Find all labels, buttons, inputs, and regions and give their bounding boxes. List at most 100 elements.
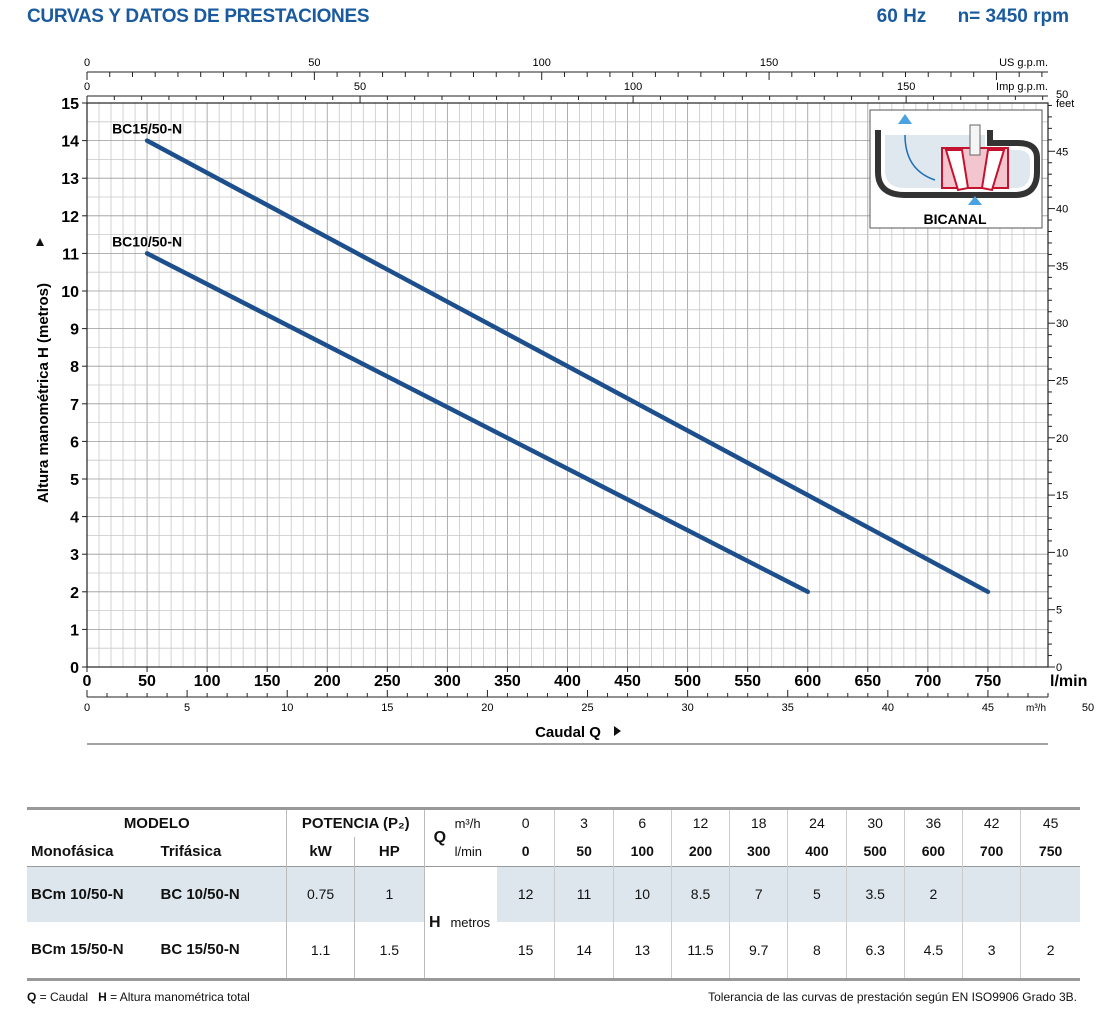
series-line-2	[144, 251, 810, 595]
m3h-tick-label: 25	[581, 702, 593, 714]
m3h-tick-label: 0	[84, 702, 90, 714]
m3h-tick-label: 40	[882, 702, 894, 714]
row1-h7: 2	[903, 866, 963, 922]
m3h-unit-label: m³/h	[1026, 703, 1046, 714]
monofasica-header: Monofásica	[31, 842, 114, 860]
x-tick-label: 550	[734, 673, 761, 690]
y-axis-arrow-icon	[36, 238, 44, 246]
footer-tolerance: Tolerancia de las curvas de prestación s…	[708, 990, 1077, 1004]
series-label-2: BC10/50-N	[112, 233, 182, 249]
potencia-header: POTENCIA (P₂)	[286, 808, 425, 837]
usgpm-tick-label: 0	[84, 57, 90, 69]
y-tick-label: 5	[70, 472, 79, 489]
m3h-5: 24	[787, 808, 847, 837]
x-tick-label: 600	[794, 673, 821, 690]
x-tick-label: 100	[194, 673, 221, 690]
row1-h0: 12	[517, 886, 534, 903]
y-tick-label: 11	[62, 246, 79, 263]
row2-h7: 4.5	[903, 921, 963, 980]
chart-series	[144, 138, 991, 595]
chart-labels: BC15/50-N BC10/50-N	[112, 121, 182, 250]
feet-tick-label: 50	[1056, 89, 1068, 101]
y-tick-label: 2	[70, 585, 79, 602]
y-tick-label: 15	[61, 96, 79, 113]
impgpm-tick-label: 0	[84, 81, 90, 93]
q-header: Q	[423, 808, 455, 867]
x-tick-label: 50	[138, 673, 156, 690]
inset-label: BICANAL	[924, 211, 987, 227]
row1-h6: 3.5	[845, 866, 905, 922]
y-tick-label: 13	[61, 171, 79, 188]
x-tick-label: 400	[554, 673, 581, 690]
usgpm-unit-label: US g.p.m.	[999, 57, 1048, 69]
impgpm-tick-label: 100	[624, 81, 642, 93]
lmin-3: 200	[670, 836, 730, 867]
m3h-7: 36	[903, 808, 963, 837]
lmin-7: 600	[903, 836, 963, 867]
series-line-1	[144, 138, 991, 595]
inset-bicanal: BICANAL	[869, 109, 1043, 229]
lmin-0: 0	[521, 843, 530, 860]
m3h-0: 0	[521, 815, 530, 832]
feet-tick-label: 25	[1056, 375, 1068, 387]
x-axis-arrow-icon	[614, 726, 621, 736]
m3h-tick-label: 45	[982, 702, 994, 714]
feet-tick-label: 5	[1056, 605, 1062, 617]
y-tick-label: 14	[61, 134, 79, 151]
feet-tick-label: 20	[1056, 433, 1068, 445]
m3h-tick-label: 30	[682, 702, 694, 714]
usgpm-tick-label: 150	[760, 57, 778, 69]
feet-tick-label: 10	[1056, 547, 1068, 559]
row2-h8: 3	[961, 921, 1021, 980]
m3h-9: 45	[1020, 808, 1080, 837]
row2-h9: 2	[1020, 921, 1080, 980]
page-title: CURVAS Y DATOS DE PRESTACIONES	[27, 6, 370, 27]
x-tick-label: 650	[854, 673, 881, 690]
usgpm-tick-label: 100	[533, 57, 551, 69]
x-axis-title: Caudal Q	[535, 724, 601, 741]
lmin-4: 300	[729, 836, 788, 867]
m3h-tick-label: 35	[782, 702, 794, 714]
y-tick-label: 12	[61, 209, 79, 226]
row1-h3: 8.5	[670, 866, 730, 922]
y-tick-label: 0	[70, 660, 79, 677]
impgpm-unit-label: Imp g.p.m.	[996, 81, 1048, 93]
x-tick-label: 150	[254, 673, 281, 690]
footer-legend: Q = Caudal H = Altura manométrica total	[27, 990, 250, 1004]
impgpm-tick-label: 50	[354, 81, 366, 93]
row1-h2: 10	[612, 866, 672, 922]
row2-h0: 15	[517, 941, 534, 958]
m3h-tick-label: 15	[381, 702, 393, 714]
footer-q-label: Q	[27, 990, 37, 1004]
feet-tick-label: 45	[1056, 146, 1068, 158]
row1-h4: 7	[729, 866, 788, 922]
h-metros-cell: H metros	[423, 866, 497, 980]
y-tick-label: 4	[70, 510, 79, 527]
x-tick-label: 200	[314, 673, 341, 690]
row2-h5: 8	[787, 921, 847, 980]
metros-label: metros	[450, 914, 491, 930]
feet-tick-label: 35	[1056, 261, 1068, 273]
y-axis-title: Altura manométrica H (metros)	[35, 283, 52, 503]
table-row: BCm 10/50-N BC 10/50-N 0.75 1 H metros 1…	[27, 866, 1080, 980]
row2-h2: 13	[612, 921, 672, 980]
m3h-tick-label: 50	[1082, 702, 1094, 714]
x-unit-label: l/min	[1050, 673, 1087, 690]
m3h-1: 3	[554, 808, 614, 837]
row1-mono: BCm 10/50-N	[31, 885, 124, 903]
x-tick-label: 750	[975, 673, 1002, 690]
x-tick-label: 350	[494, 673, 521, 690]
y-tick-label: 1	[70, 622, 79, 639]
m3h-6: 30	[845, 808, 905, 837]
m3h-8: 42	[961, 808, 1021, 837]
m3h-tick-label: 5	[184, 702, 190, 714]
feet-unit-label: feet	[1056, 98, 1074, 110]
lmin-6: 500	[845, 836, 905, 867]
row1-h8	[961, 866, 1021, 922]
y-tick-label: 9	[70, 322, 79, 339]
impgpm-tick-label: 150	[897, 81, 915, 93]
m3h-2: 6	[612, 808, 672, 837]
lmin-5: 400	[787, 836, 847, 867]
feet-tick-label: 15	[1056, 490, 1068, 502]
m3h-4: 18	[729, 808, 788, 837]
